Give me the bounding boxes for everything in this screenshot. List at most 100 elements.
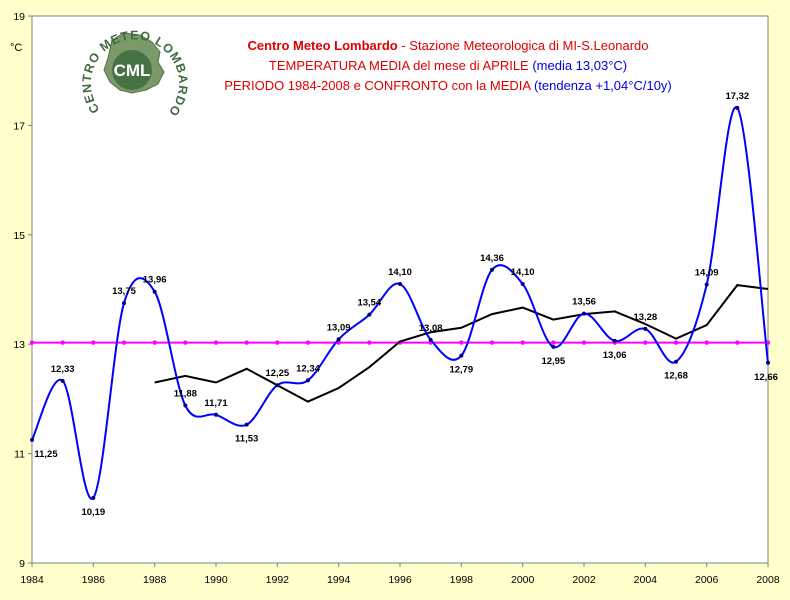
data-label: 11,71	[204, 398, 228, 409]
data-label: 13,08	[419, 323, 443, 334]
mean-point	[581, 340, 587, 345]
data-point	[367, 312, 372, 317]
mean-point	[152, 340, 157, 345]
data-point	[398, 282, 402, 287]
data-label: 11,53	[235, 434, 258, 445]
chart-subtitle-1: TEMPERATURA MEDIA del mese di APRILE (me…	[269, 58, 627, 73]
data-label: 13,28	[633, 312, 657, 323]
y-tick-label: 9	[19, 558, 25, 570]
data-label: 12,68	[664, 371, 688, 382]
x-tick-label: 1990	[204, 574, 228, 586]
data-point	[275, 383, 280, 388]
mean-point	[551, 340, 556, 345]
y-tick-label: 17	[13, 120, 25, 132]
mean-point	[60, 340, 65, 345]
x-tick-label: 1998	[450, 574, 474, 586]
data-label: 13,56	[572, 297, 596, 308]
data-label: 14,10	[511, 267, 535, 278]
data-label: 11,88	[174, 388, 197, 399]
data-label: 13,06	[603, 350, 627, 361]
data-point	[60, 378, 65, 383]
mean-point	[29, 340, 35, 345]
mean-point	[213, 340, 219, 345]
data-label: 13,96	[143, 275, 167, 286]
x-tick-label: 2006	[695, 574, 719, 586]
data-label: 12,95	[541, 356, 565, 367]
data-point	[183, 403, 188, 408]
data-label: 11,25	[34, 449, 58, 460]
logo-abbr: CML	[114, 61, 151, 80]
mean-point	[91, 340, 96, 345]
data-label: 14,10	[388, 267, 412, 278]
data-point	[30, 437, 34, 442]
mean-point	[459, 340, 464, 345]
data-point	[152, 289, 157, 294]
x-tick-label: 2008	[756, 574, 780, 586]
mean-point	[704, 340, 709, 345]
mean-point	[275, 340, 280, 345]
y-tick-label: 15	[13, 230, 25, 242]
data-labels: 11,25 12,33 10,19 13,75 13,96 11,88 11,71 11,53…	[34, 91, 778, 518]
x-tick-label: 1994	[327, 574, 351, 586]
x-tick-label: 2004	[634, 574, 658, 586]
logo-badge	[112, 50, 152, 90]
data-label: 10,19	[81, 507, 105, 518]
x-tick-label: 2002	[572, 574, 596, 586]
chart-subtitle-2: PERIODO 1984-2008 e CONFRONTO con la MED…	[224, 78, 672, 93]
x-tick-label: 1984	[20, 574, 44, 586]
data-point	[490, 267, 494, 272]
mean-point	[121, 340, 127, 345]
data-point	[91, 495, 96, 500]
x-tick-label: 1992	[266, 574, 290, 586]
data-point	[674, 359, 678, 364]
y-tick-label: 13	[13, 339, 25, 351]
data-point	[520, 282, 525, 287]
data-point	[336, 337, 341, 342]
data-label: 12,25	[265, 368, 289, 379]
x-tick-label: 1988	[143, 574, 167, 586]
mean-point	[305, 340, 311, 345]
mean-point	[489, 340, 495, 345]
data-point	[551, 344, 556, 349]
data-label: 12,79	[449, 365, 473, 376]
data-point	[612, 338, 617, 343]
data-label: 12,66	[754, 372, 778, 383]
data-point	[306, 378, 310, 383]
data-label: 12,34	[296, 363, 320, 374]
data-point	[766, 360, 770, 365]
data-label: 13,75	[112, 286, 136, 297]
chart-title: Centro Meteo Lombardo - Stazione Meteoro…	[248, 38, 649, 53]
data-point	[582, 311, 586, 316]
series-moving-average	[154, 284, 769, 403]
data-point	[459, 353, 464, 358]
x-tick-label: 1986	[82, 574, 106, 586]
series-layer	[29, 105, 771, 500]
data-label: 13,09	[327, 322, 351, 333]
x-tick-label: 2000	[511, 574, 535, 586]
data-point	[735, 105, 740, 110]
mean-point	[735, 340, 740, 345]
mean-point	[183, 340, 188, 345]
data-point	[244, 422, 249, 427]
axes: 9 11 13 15 17 19 1984 1986 1988 1990 1992 1994 1996 1…	[13, 11, 780, 586]
mean-point	[673, 340, 679, 345]
x-tick-label: 1996	[388, 574, 412, 586]
data-point	[122, 301, 126, 306]
y-tick-label: 19	[13, 11, 25, 23]
data-label: 14,09	[695, 268, 719, 279]
data-label: 12,33	[51, 364, 75, 375]
data-point	[704, 282, 709, 287]
y-tick-label: 11	[14, 449, 25, 461]
plot-area	[31, 15, 769, 564]
data-label: 13,54	[357, 298, 381, 309]
data-point	[214, 412, 218, 417]
data-point	[643, 326, 648, 331]
mean-point	[520, 340, 525, 345]
mean-point	[367, 340, 372, 345]
mean-point	[643, 340, 648, 345]
data-label: 17,32	[725, 91, 749, 102]
y-axis-unit: °C	[10, 42, 22, 54]
data-point	[428, 337, 433, 342]
